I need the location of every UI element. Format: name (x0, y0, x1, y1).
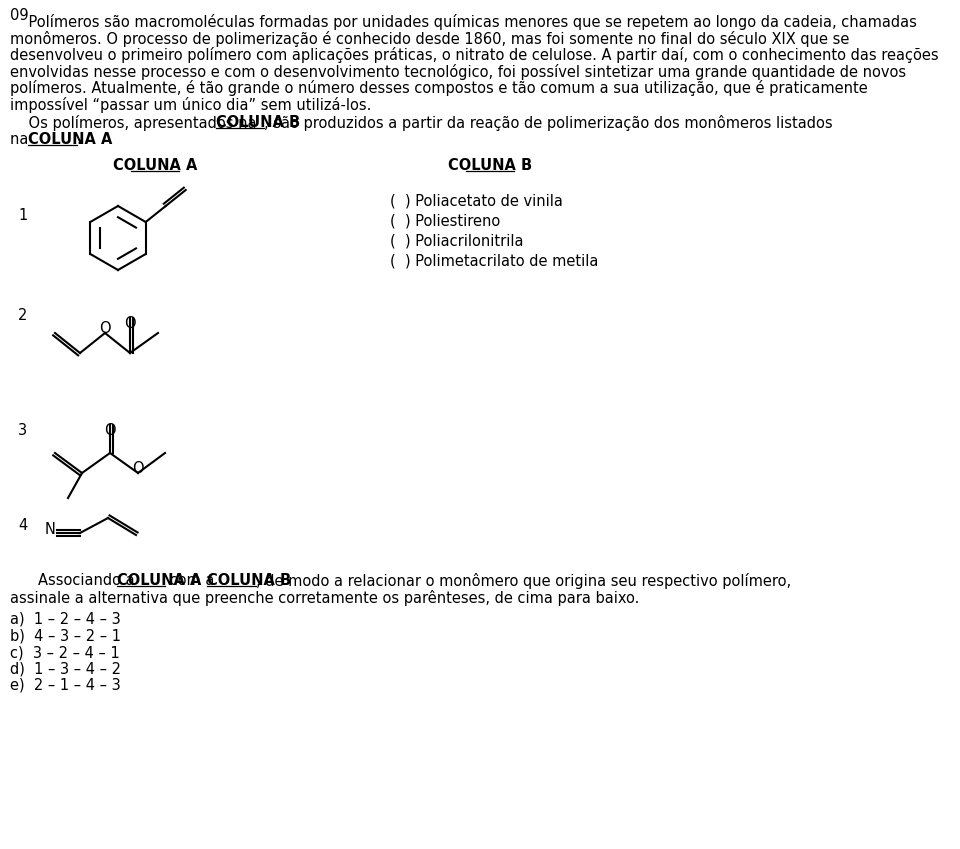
Text: , de modo a relacionar o monômero que origina seu respectivo polímero,: , de modo a relacionar o monômero que or… (255, 573, 791, 589)
Text: COLUNA A: COLUNA A (117, 573, 201, 588)
Text: na: na (10, 132, 33, 147)
Text: c)  3 – 2 – 4 – 1: c) 3 – 2 – 4 – 1 (10, 645, 120, 660)
Text: e)  2 – 1 – 4 – 3: e) 2 – 1 – 4 – 3 (10, 678, 121, 693)
Text: (  ) Polimetacrilato de metila: ( ) Polimetacrilato de metila (390, 253, 598, 268)
Text: COLUNA B: COLUNA B (207, 573, 292, 588)
Text: COLUNA A: COLUNA A (113, 158, 197, 173)
Text: 4: 4 (18, 518, 27, 533)
Text: COLUNA B: COLUNA B (448, 158, 532, 173)
Text: N: N (44, 521, 56, 537)
Text: impossível “passar um único dia” sem utilizá-los.: impossível “passar um único dia” sem uti… (10, 97, 372, 113)
Text: O: O (105, 423, 116, 437)
Text: O: O (132, 460, 144, 475)
Text: 09: 09 (10, 8, 29, 23)
Text: polímeros. Atualmente, é tão grande o número desses compostos e tão comum a sua : polímeros. Atualmente, é tão grande o nú… (10, 80, 868, 96)
Text: (  ) Poliestireno: ( ) Poliestireno (390, 213, 500, 228)
Text: a)  1 – 2 – 4 – 3: a) 1 – 2 – 4 – 3 (10, 612, 121, 627)
Text: COLUNA B: COLUNA B (216, 115, 300, 130)
Text: desenvolveu o primeiro polímero com aplicações práticas, o nitrato de celulose. : desenvolveu o primeiro polímero com apli… (10, 47, 939, 63)
Text: 3: 3 (18, 423, 27, 438)
Text: 1: 1 (18, 208, 27, 223)
Text: d)  1 – 3 – 4 – 2: d) 1 – 3 – 4 – 2 (10, 661, 121, 677)
Text: O: O (124, 316, 135, 330)
Text: b)  4 – 3 – 2 – 1: b) 4 – 3 – 2 – 1 (10, 628, 121, 644)
Text: Polímeros são macromoléculas formadas por unidades químicas menores que se repet: Polímeros são macromoléculas formadas po… (10, 14, 917, 30)
Text: .: . (77, 132, 82, 147)
Text: (  ) Poliacetato de vinila: ( ) Poliacetato de vinila (390, 193, 563, 208)
Text: 2: 2 (18, 308, 28, 323)
Text: Os polímeros, apresentados na: Os polímeros, apresentados na (10, 115, 261, 131)
Text: monômeros. O processo de polimerização é conhecido desde 1860, mas foi somente n: monômeros. O processo de polimerização é… (10, 31, 850, 47)
Text: assinale a alternativa que preenche corretamente os parênteses, de cima para bai: assinale a alternativa que preenche corr… (10, 589, 639, 605)
Text: , são produzidos a partir da reação de polimerização dos monômeros listados: , são produzidos a partir da reação de p… (264, 115, 832, 131)
Text: com a: com a (165, 573, 219, 588)
Text: Associando a: Associando a (38, 573, 139, 588)
Text: envolvidas nesse processo e com o desenvolvimento tecnológico, foi possível sint: envolvidas nesse processo e com o desenv… (10, 64, 906, 80)
Text: (  ) Poliacrilonitrila: ( ) Poliacrilonitrila (390, 233, 523, 248)
Text: O: O (99, 321, 110, 335)
Text: COLUNA A: COLUNA A (28, 132, 112, 147)
